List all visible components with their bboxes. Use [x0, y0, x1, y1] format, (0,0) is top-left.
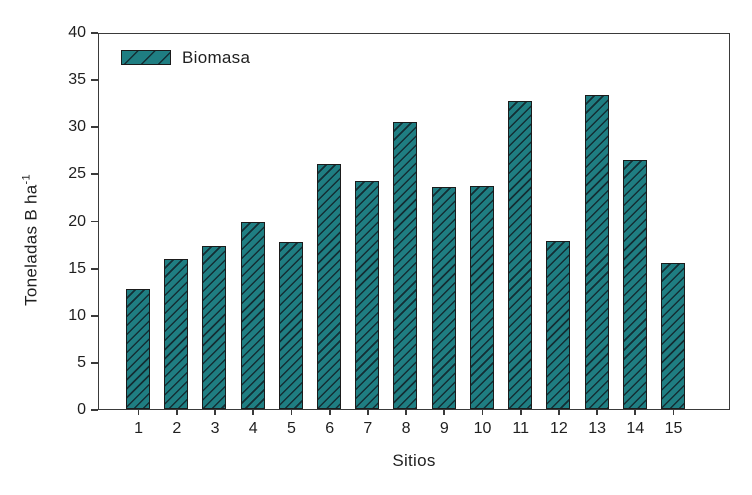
bar-site-7 [355, 180, 380, 409]
x-tick-mark-6 [328, 410, 331, 415]
y-tick-mark-20 [91, 220, 98, 223]
bar-site-8 [393, 121, 418, 409]
legend-swatch-biomasa-icon [121, 50, 171, 65]
plot-area: Biomasa [98, 33, 730, 410]
x-tick-label-15: 15 [664, 420, 683, 437]
y-tick-label-40: 40 [68, 24, 86, 41]
x-tick-label-1: 1 [134, 420, 144, 437]
x-tick-label-3: 3 [210, 420, 220, 437]
bar-site-11 [508, 101, 533, 409]
bar-site-4 [240, 222, 265, 409]
y-tick-mark-30 [91, 126, 98, 129]
x-tick-label-13: 13 [588, 420, 606, 437]
x-tick-label-4: 4 [248, 420, 258, 437]
x-tick-label-5: 5 [286, 420, 296, 437]
bar-site-6 [317, 164, 342, 409]
legend: Biomasa [121, 49, 250, 66]
x-tick-label-10: 10 [473, 420, 492, 437]
x-tick-mark-5 [290, 410, 293, 415]
y-tick-label-30: 30 [68, 118, 86, 136]
y-tick-mark-25 [91, 173, 98, 176]
y-axis-title-superscript: -1 [20, 174, 33, 185]
y-tick-label-15: 15 [68, 259, 86, 277]
x-tick-mark-8 [405, 410, 407, 415]
x-tick-mark-14 [634, 410, 637, 415]
y-tick-mark-15 [91, 267, 98, 270]
bar-site-1 [126, 288, 150, 409]
y-tick-label-25: 25 [68, 165, 86, 183]
x-tick-label-2: 2 [172, 420, 182, 437]
x-tick-mark-1 [137, 410, 140, 415]
y-tick-mark-40 [91, 32, 98, 34]
x-tick-label-14: 14 [626, 420, 645, 437]
bar-site-5 [278, 241, 303, 409]
y-axis-title: Toneladas B ha-1 [21, 174, 42, 306]
x-tick-mark-10 [481, 410, 484, 415]
x-tick-label-11: 11 [512, 420, 529, 437]
x-tick-label-6: 6 [325, 420, 335, 437]
x-tick-label-7: 7 [363, 420, 373, 437]
x-tick-mark-11 [519, 410, 522, 415]
bar-site-10 [469, 185, 494, 409]
y-tick-mark-0 [91, 409, 98, 411]
bar-site-15 [660, 262, 685, 409]
bar-site-9 [431, 186, 456, 409]
x-tick-mark-13 [596, 410, 599, 415]
y-tick-label-20: 20 [68, 212, 86, 230]
y-tick-mark-10 [91, 314, 98, 317]
y-tick-label-35: 35 [68, 71, 86, 89]
y-tick-label-5: 5 [77, 353, 86, 371]
y-tick-mark-5 [91, 361, 98, 364]
x-tick-mark-15 [672, 410, 675, 415]
x-tick-label-8: 8 [401, 420, 411, 437]
legend-label-biomasa: Biomasa [182, 48, 251, 67]
y-axis-title-text: Toneladas B ha [21, 184, 41, 306]
x-tick-mark-4 [252, 410, 255, 415]
bar-site-13 [584, 94, 609, 409]
bar-site-12 [546, 241, 571, 409]
y-tick-label-10: 10 [68, 306, 86, 324]
x-tick-label-12: 12 [550, 420, 568, 437]
x-tick-mark-12 [558, 410, 560, 415]
x-tick-mark-3 [214, 410, 216, 415]
bar-site-3 [202, 245, 227, 409]
y-tick-label-0: 0 [77, 401, 86, 418]
x-tick-label-9: 9 [439, 420, 449, 437]
x-axis-title: Sitios [392, 451, 436, 470]
bar-site-14 [622, 160, 647, 409]
y-tick-mark-35 [91, 79, 98, 82]
x-tick-mark-7 [366, 410, 369, 415]
x-tick-mark-2 [175, 410, 178, 415]
bar-site-2 [164, 258, 189, 409]
x-tick-mark-9 [443, 410, 446, 415]
